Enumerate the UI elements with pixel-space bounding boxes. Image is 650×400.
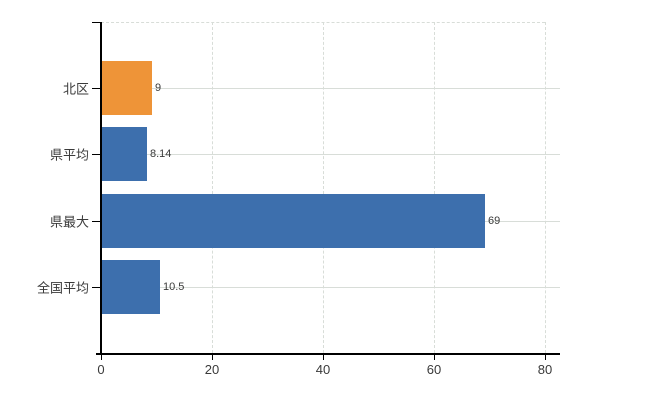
bar	[102, 127, 147, 181]
gridline-horizontal	[101, 287, 560, 288]
category-tick	[92, 154, 100, 155]
x-tick-label: 40	[315, 362, 331, 377]
x-axis-tick	[212, 355, 213, 360]
gridline-vertical	[323, 22, 324, 353]
gridline-horizontal	[101, 88, 560, 89]
value-label: 69	[488, 215, 501, 227]
category-tick	[92, 287, 100, 288]
x-axis-tick	[434, 355, 435, 360]
category-label: 全国平均	[36, 280, 89, 296]
bar	[102, 260, 160, 314]
x-axis-tick	[545, 355, 546, 360]
gridline-vertical	[545, 22, 546, 353]
gridline-vertical	[212, 22, 213, 353]
x-tick-label: 0	[97, 362, 105, 377]
x-axis-tick	[323, 355, 324, 360]
category-label: 北区	[62, 81, 89, 97]
category-label: 県最大	[49, 214, 89, 230]
x-axis	[96, 353, 560, 355]
bar	[102, 61, 152, 115]
bar	[102, 194, 485, 248]
x-axis-tick	[101, 355, 102, 360]
x-tick-label: 60	[426, 362, 442, 377]
category-tick	[92, 88, 100, 89]
y-axis	[100, 22, 102, 355]
x-tick-label: 80	[537, 362, 553, 377]
category-label: 県平均	[49, 147, 89, 163]
gridline-horizontal	[101, 154, 560, 155]
value-label: 8.14	[150, 148, 172, 160]
x-tick-label: 20	[204, 362, 220, 377]
y-axis-top-tick	[92, 22, 100, 23]
gridline-vertical	[434, 22, 435, 353]
value-label: 9	[155, 82, 162, 94]
value-label: 10.5	[163, 281, 185, 293]
category-tick	[92, 221, 100, 222]
